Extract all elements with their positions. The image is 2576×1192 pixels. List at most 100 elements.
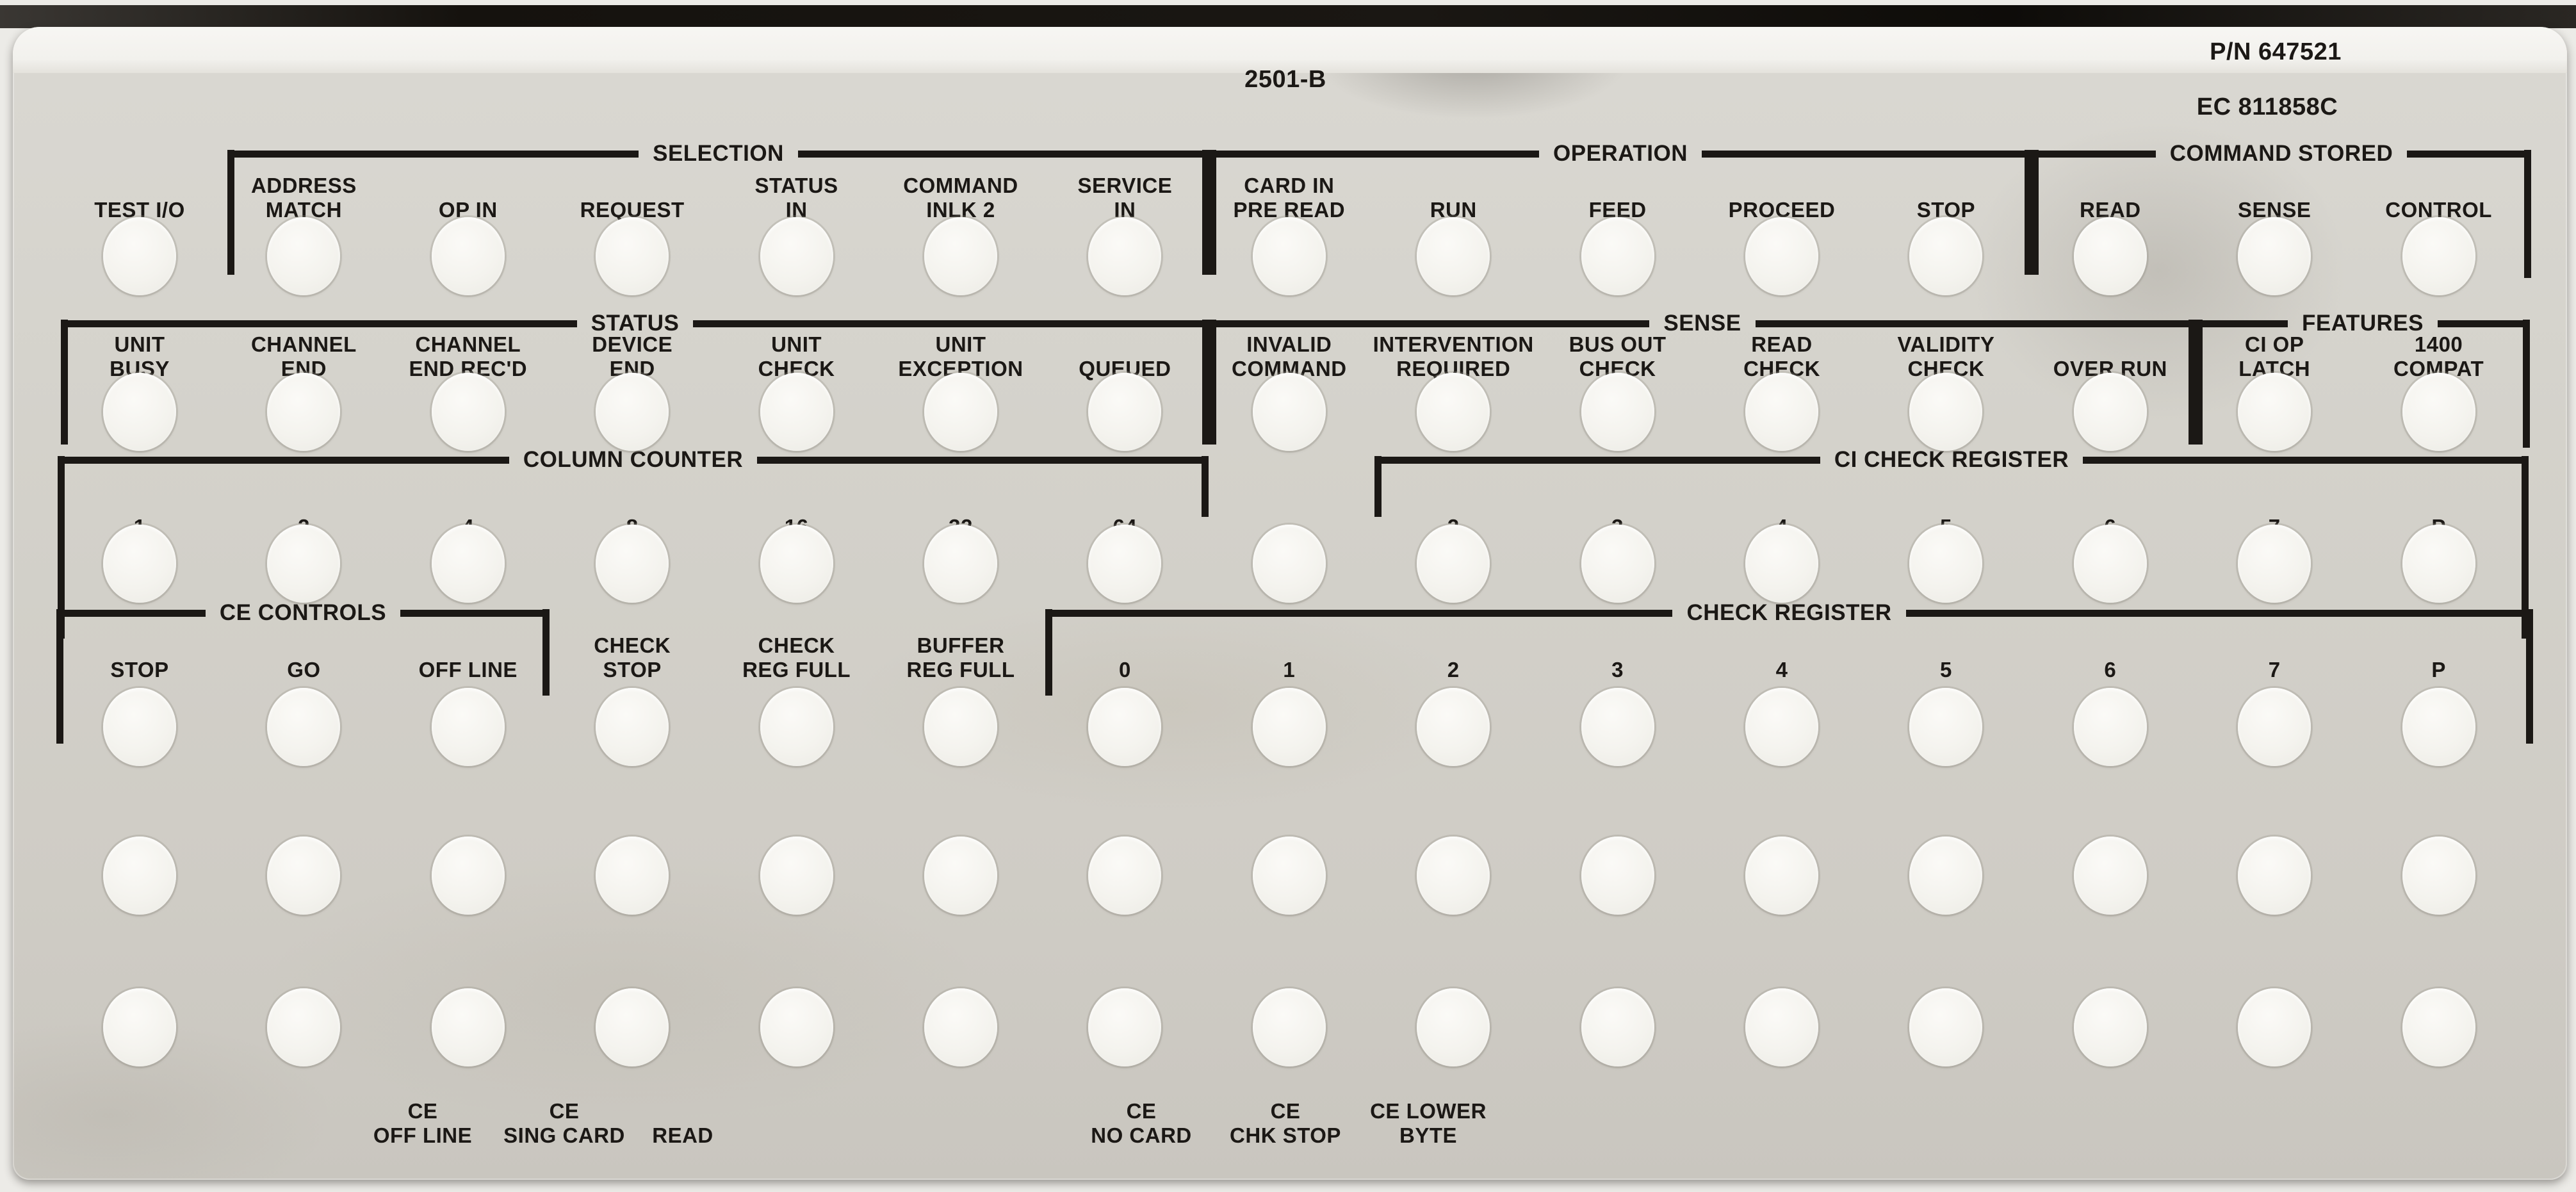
lamp-label-1: 1 [1283,658,1296,682]
indicator-lamp-over-run [2073,373,2147,451]
bracket-line [1382,456,1820,464]
group-label-selection: SELECTION [653,141,784,166]
indicator-lamp-command-inlk-2 [924,217,997,295]
group-label-column-counter: COLUMN COUNTER [523,447,744,472]
lamp-label-invalid-command: INVALID COMMAND [1232,332,1347,380]
indicator-lamp-address-match [267,217,341,295]
group-label-ce-controls: CE CONTROLS [219,600,387,625]
indicator-lamp-unlabeled [760,837,833,915]
indicator-lamp-proceed [1745,217,1818,295]
bracket-right-tick [2524,150,2532,278]
bracket-line [2083,456,2522,464]
lamp-label-read-check: READ CHECK [1743,332,1820,380]
indicator-lamp-unlabeled [1909,837,1983,915]
indicator-lamp-unlabeled [596,837,669,915]
indicator-lamp-unlabeled [2073,837,2147,915]
indicator-lamp-1400-compat [2402,373,2475,451]
lamp-label-buffer-reg-full: BUFFER REG FULL [906,633,1015,682]
indicator-lamp-p [2402,688,2475,766]
indicator-lamp-unlabeled [431,837,505,915]
lamp-label-0: 0 [1118,658,1131,682]
indicator-lamp-test-i-o [103,217,176,295]
indicator-lamp-bus-out-check [1581,373,1654,451]
bottom-label-ce-off-line: CE OFF LINE [373,1099,473,1147]
bracket-right-tick [1202,456,1209,517]
indicator-lamp-unlabeled [1581,988,1654,1066]
indicator-lamp-unlabeled [267,988,341,1066]
indicator-lamp-status-in [760,217,833,295]
indicator-lamp-4 [1745,688,1818,766]
lamp-label-3: 3 [1611,658,1624,682]
indicator-lamp-2 [1417,525,1490,603]
indicator-lamp-unlabeled [596,988,669,1066]
lamp-label-service-in: SERVICE IN [1077,174,1173,222]
bracket-line [1216,320,1650,327]
indicator-lamp-unit-busy [103,373,176,451]
bracket-left-tick [56,609,63,744]
bracket-right-tick [1202,150,1210,275]
indicator-lamp-queued [1088,373,1162,451]
indicator-lamp-16 [760,525,833,603]
model-number-label: 2501-B [1244,66,1326,93]
indicator-lamp-unlabeled [1417,837,1490,915]
indicator-lamp-3 [1581,688,1654,766]
indicator-lamp-8 [596,525,669,603]
group-bracket-operation: OPERATION [1209,141,2032,275]
indicator-lamp-unlabeled [103,837,176,915]
indicator-lamp-unlabeled [1252,525,1326,603]
lamp-label-7: 7 [2268,658,2281,682]
group-bracket-check-register: CHECK REGISTER [1045,600,2533,744]
indicator-lamp-unlabeled [2402,837,2475,915]
indicator-lamp-6 [2073,688,2147,766]
indicator-lamp-4 [1745,525,1818,603]
indicator-lamp-unlabeled [1417,988,1490,1066]
bracket-right-tick [542,609,550,696]
indicator-lamp-read-check [1745,373,1818,451]
bracket-left-tick [2196,320,2203,445]
lamp-label-check-reg-full: CHECK REG FULL [742,633,851,682]
group-label-features: FEATURES [2301,311,2424,336]
group-bracket-column-counter: COLUMN COUNTER [58,447,1209,639]
bracket-left-tick [227,150,234,275]
lamp-label-address-match: ADDRESS MATCH [250,174,357,222]
group-bracket-sense: SENSE [1209,311,2196,445]
bracket-line [2039,150,2156,158]
indicator-lamp-32 [924,525,997,603]
lamp-label-test-i-o: TEST I/O [94,198,185,222]
indicator-lamp-run [1417,217,1490,295]
group-label-status: STATUS [591,311,680,336]
bracket-line [1052,609,1673,617]
indicator-lamp-unlabeled [267,837,341,915]
indicator-lamp-request [596,217,669,295]
bracket-right-tick [2522,456,2529,639]
bracket-line [2438,320,2523,327]
indicator-lamp-feed [1581,217,1654,295]
indicator-lamp-unlabeled [1252,988,1326,1066]
indicator-lamp-control [2402,217,2475,295]
bracket-line [1216,150,1540,158]
bracket-line [797,150,1203,158]
group-label-check-register: CHECK REGISTER [1686,600,1892,625]
bracket-right-tick [2025,150,2032,275]
indicator-lamp-unlabeled [103,988,176,1066]
indicator-lamp-unit-exception [924,373,997,451]
bracket-line [400,609,543,617]
bottom-label-ce-sing-card: CE SING CARD [503,1099,625,1147]
bracket-line [65,456,509,464]
indicator-lamp-ci-op-latch [2238,373,2311,451]
indicator-lamp-unlabeled [760,988,833,1066]
bottom-label-read: READ [652,1123,713,1147]
indicator-lamp-p [2402,525,2475,603]
group-bracket-status: STATUS [61,311,1209,445]
bracket-right-tick [2523,320,2530,448]
indicator-lamp-2 [1417,688,1490,766]
bracket-line [1702,150,2025,158]
lamp-label-unit-busy: UNIT BUSY [110,332,170,380]
indicator-lamp-channel-end [267,373,341,451]
indicator-lamp-5 [1909,688,1983,766]
bracket-line [68,320,577,327]
indicator-lamp-unlabeled [924,988,997,1066]
indicator-lamp-unlabeled [1252,837,1326,915]
bracket-left-tick [1045,609,1052,696]
